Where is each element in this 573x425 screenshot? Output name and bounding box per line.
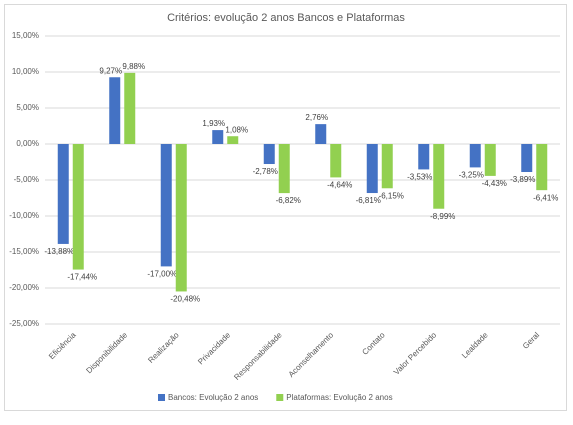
bar [381,144,393,189]
data-label: -17,00% [147,270,177,279]
data-label: -4,64% [327,181,352,190]
y-tick-label: 15,00% [12,31,39,40]
y-tick-label: -10,00% [9,211,39,220]
data-label: -6,15% [379,191,404,200]
y-tick-label: 0,00% [16,139,39,148]
bar [418,144,430,170]
bar [469,144,481,168]
bar [57,144,69,244]
y-tick-label: -15,00% [9,247,39,256]
bar [227,136,239,144]
data-label: -6,81% [356,196,381,205]
legend-swatch [158,394,165,401]
data-label: -3,53% [407,173,432,182]
bar [366,144,378,194]
data-label: 1,08% [225,125,248,134]
y-tick-label: 10,00% [12,67,39,76]
y-tick-label: -20,00% [9,283,39,292]
data-label: -20,48% [170,295,200,304]
data-label: -2,78% [253,167,278,176]
data-label: 1,93% [202,119,225,128]
bar [175,144,187,292]
legend-label: Bancos: Evolução 2 anos [168,393,258,402]
data-label: -13,88% [44,247,74,256]
data-label: -3,89% [510,175,535,184]
bar [521,144,533,173]
bar [160,144,172,267]
chart-frame [4,4,567,411]
bar [263,144,275,165]
legend-label: Plataformas: Evolução 2 anos [286,393,392,402]
bar [212,130,224,144]
data-label: 9,88% [122,62,145,71]
bar [536,144,548,191]
y-tick-label: -5,00% [14,175,39,184]
legend-swatch [276,394,284,401]
data-label: -6,41% [533,193,558,202]
bar [330,144,342,178]
y-tick-label: -25,00% [9,319,39,328]
bar [433,144,445,209]
data-label: -17,44% [67,273,97,282]
bar [72,144,84,270]
bar [124,72,136,144]
data-label: 9,27% [99,66,122,75]
bar [278,144,290,194]
data-label: -8,99% [430,212,455,221]
data-label: -3,25% [459,171,484,180]
data-label: -4,43% [482,179,507,188]
data-label: 2,76% [305,113,328,122]
chart-title: Critérios: evolução 2 anos Bancos e Plat… [167,12,405,24]
bar [315,124,327,144]
bar [109,77,121,144]
data-label: -6,82% [276,196,301,205]
y-tick-label: 5,00% [16,103,39,112]
bar [484,144,496,176]
